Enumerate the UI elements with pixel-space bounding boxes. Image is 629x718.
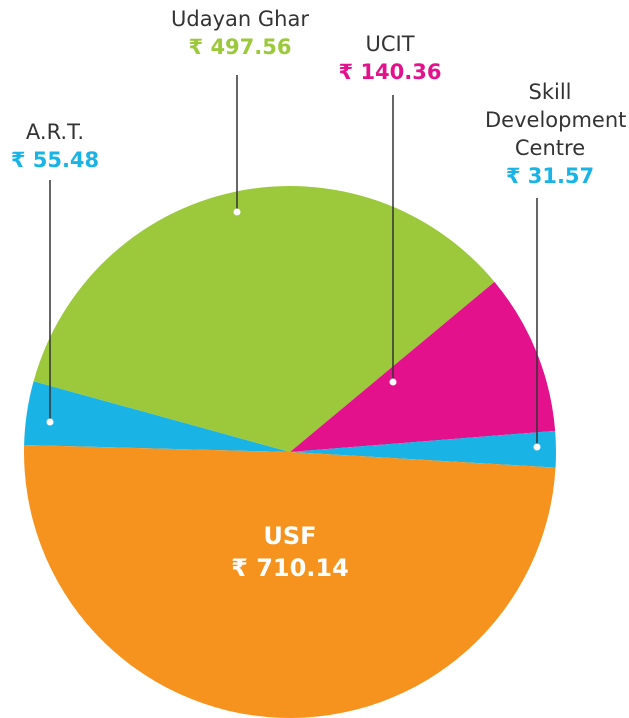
- slice-label: USF ₹ 710.14: [190, 520, 390, 584]
- pie-slice: [23, 445, 556, 718]
- category-label: A.R.T.: [25, 120, 85, 144]
- value-label: ₹ 140.36: [338, 60, 442, 84]
- leader-dot: [533, 443, 541, 451]
- pie-slice: [24, 381, 290, 452]
- leader-dot: [46, 418, 54, 426]
- slice-label: UCIT ₹ 140.36: [325, 30, 455, 86]
- category-label: Udayan Ghar: [171, 7, 309, 31]
- category-label: UCIT: [365, 32, 415, 56]
- value-label: ₹ 55.48: [10, 148, 100, 172]
- value-label: ₹ 497.56: [188, 35, 292, 59]
- pie-slice: [290, 281, 556, 452]
- pie-slice: [33, 186, 495, 452]
- slice-label: Skill Development Centre ₹ 31.57: [470, 78, 629, 190]
- value-label: ₹ 31.57: [505, 164, 595, 188]
- category-label: Skill Development Centre: [485, 80, 627, 160]
- slice-label: Udayan Ghar ₹ 497.56: [150, 5, 330, 61]
- leader-dot: [233, 208, 241, 216]
- category-label: USF: [263, 522, 317, 550]
- leader-dot: [389, 378, 397, 386]
- value-label: ₹ 710.14: [231, 554, 349, 582]
- pie-slice: [290, 430, 557, 468]
- slice-label: A.R.T. ₹ 55.48: [5, 118, 105, 174]
